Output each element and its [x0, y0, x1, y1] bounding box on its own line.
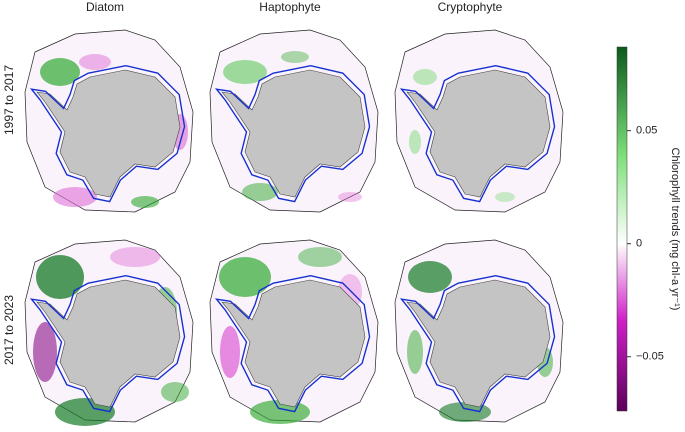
- trend-patch: [338, 192, 362, 202]
- trend-patch: [220, 326, 240, 378]
- trend-patch: [131, 196, 159, 208]
- trend-patch: [298, 247, 342, 267]
- colorbar-tick-label: 0.05: [636, 125, 657, 137]
- column-title: Cryptophyte: [438, 0, 503, 14]
- trend-patch: [79, 54, 111, 70]
- trend-patch: [242, 183, 278, 201]
- row-label: 1997 to 2017: [2, 65, 16, 135]
- trend-patch: [439, 402, 491, 422]
- map-panel: [394, 239, 564, 423]
- map-panel: [24, 239, 194, 426]
- trend-patch: [219, 257, 271, 297]
- trend-patch: [161, 382, 189, 402]
- column-title: Haptophyte: [259, 0, 321, 14]
- trend-patch: [413, 69, 437, 85]
- trend-patch: [33, 322, 57, 382]
- trend-patch: [408, 261, 452, 293]
- colorbar-tick-label: −0.05: [636, 351, 664, 363]
- trend-patch: [223, 60, 267, 84]
- trend-patch: [409, 130, 421, 154]
- trend-patch: [407, 330, 423, 374]
- colorbar-tick-label: 0: [636, 238, 642, 250]
- map-panel: [394, 29, 564, 213]
- colorbar: [616, 46, 628, 412]
- column-title: Diatom: [86, 0, 124, 14]
- colorbar-ticks: 0.05 0 −0.05: [627, 125, 664, 363]
- row-label: 2017 to 2023: [2, 295, 16, 365]
- colorbar-label: Chlorophyll trends (mg chl-a yr⁻¹): [669, 148, 681, 311]
- trend-patch: [36, 255, 84, 299]
- trend-patch: [40, 58, 80, 86]
- trend-patch: [281, 51, 309, 63]
- map-panel: [209, 239, 379, 424]
- map-panel: [209, 29, 379, 213]
- trend-patch: [110, 247, 160, 267]
- map-panels: [24, 29, 564, 426]
- trend-patch: [53, 187, 97, 207]
- map-panel: [24, 29, 194, 213]
- trend-patch: [495, 192, 515, 202]
